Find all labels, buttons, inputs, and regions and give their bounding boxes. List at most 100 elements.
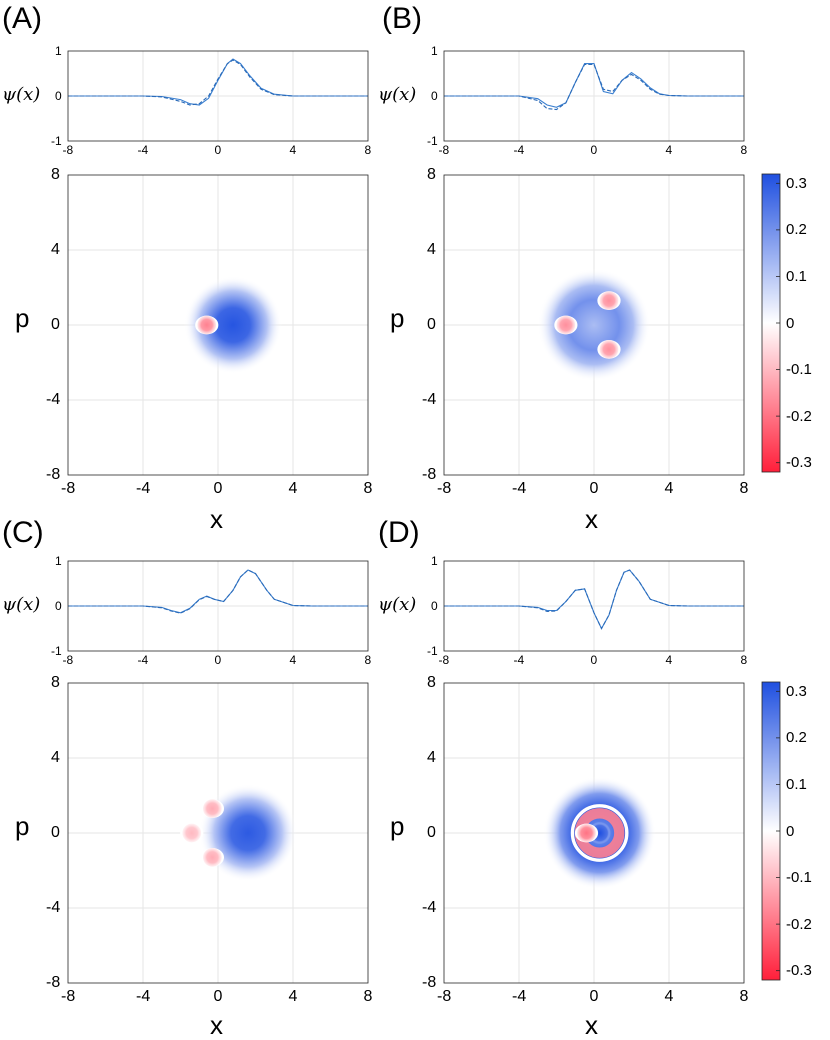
axes-box — [67, 50, 369, 142]
x-tick-label: 8 — [364, 653, 372, 667]
negative-spot — [182, 823, 202, 843]
y-tick-label: 0 — [55, 599, 62, 613]
y-tick-label: 8 — [427, 674, 436, 691]
series-line-solid — [444, 63, 744, 108]
x-tick-label: 4 — [289, 653, 297, 667]
axes-box — [67, 174, 369, 476]
wigner-ylabel-c: p — [15, 811, 30, 841]
negative-spot — [599, 340, 619, 359]
wigner-xlabel-c: x — [210, 1010, 223, 1040]
y-tick-label: 0 — [51, 316, 60, 333]
panel-label-b: (B) — [382, 2, 422, 35]
colorbar-tick-label: -0.2 — [786, 407, 812, 425]
y-tick-label: 8 — [51, 674, 60, 691]
axes-box — [67, 682, 369, 984]
wavefunction-plot-d — [443, 560, 745, 652]
wavefunction-plot-b — [443, 50, 745, 142]
x-tick-label: -4 — [513, 143, 525, 157]
x-tick-label: 4 — [288, 480, 298, 497]
positive-lobe — [184, 276, 282, 374]
x-tick-label: -4 — [136, 988, 151, 1005]
series-line-dashed — [444, 63, 744, 111]
y-tick-label: 4 — [51, 749, 60, 766]
wigner-plot-c — [67, 682, 369, 984]
x-tick-label: 0 — [589, 988, 599, 1005]
y-tick-label: -8 — [46, 974, 61, 991]
x-tick-label: -4 — [512, 988, 527, 1005]
x-tick-label: 4 — [664, 988, 674, 1005]
x-tick-label: 0 — [590, 653, 598, 667]
x-tick-label: 0 — [214, 143, 222, 157]
y-tick-label: 0 — [51, 824, 60, 841]
wigner-plot-b — [443, 174, 745, 476]
panel-label-d: (D) — [378, 516, 420, 549]
y-tick-label: -4 — [46, 899, 61, 916]
y-tick-label: 0 — [427, 316, 436, 333]
x-tick-label: -8 — [61, 988, 76, 1005]
wigner-plot-a — [67, 174, 369, 476]
negative-spot — [203, 799, 222, 818]
y-tick-label: 0 — [431, 89, 438, 103]
x-tick-label: 8 — [363, 988, 373, 1005]
axes-box — [443, 50, 745, 142]
y-tick-label: -1 — [51, 644, 62, 658]
axes-box — [67, 560, 369, 652]
wigner-xlabel-d: x — [585, 1010, 598, 1040]
y-tick-label: -1 — [427, 134, 438, 148]
wigner-plot-d — [443, 682, 745, 984]
y-tick-label: 8 — [51, 166, 60, 183]
colorbar-tick-label: -0.3 — [786, 454, 812, 472]
wavefunction-ylabel-b: ψ(x) — [378, 84, 417, 105]
positive-lobe — [199, 784, 297, 882]
wigner-ylabel-a: p — [15, 303, 30, 333]
x-tick-label: -4 — [512, 480, 527, 497]
x-tick-label: -4 — [513, 653, 525, 667]
x-tick-label: -8 — [437, 988, 452, 1005]
negative-spot — [577, 823, 596, 843]
y-tick-label: -1 — [51, 134, 62, 148]
colorbar-tick-label: 0.1 — [786, 267, 807, 285]
series-line-dashed — [444, 569, 744, 630]
negative-spot — [203, 848, 222, 867]
wigner-xlabel-b: x — [585, 504, 598, 534]
x-tick-label: -8 — [62, 143, 74, 157]
wavefunction-ylabel-a: ψ(x) — [2, 84, 41, 105]
zero-contour — [570, 804, 629, 862]
colorbar-tick-label: 0.3 — [786, 682, 807, 700]
x-tick-label: 4 — [289, 143, 297, 157]
wigner-ylabel-d: p — [390, 811, 405, 841]
y-tick-label: 0 — [55, 89, 62, 103]
y-tick-label: 0 — [431, 599, 438, 613]
x-tick-label: -8 — [437, 480, 452, 497]
y-tick-label: -4 — [46, 391, 61, 408]
x-tick-label: -8 — [438, 143, 450, 157]
axes-box — [443, 682, 745, 984]
x-tick-label: -4 — [136, 480, 151, 497]
x-tick-label: 0 — [589, 480, 599, 497]
x-tick-label: 0 — [213, 988, 223, 1005]
negative-spot — [556, 315, 576, 335]
wavefunction-ylabel-c: ψ(x) — [2, 594, 41, 615]
y-tick-label: -4 — [422, 899, 437, 916]
colorbar-tick-label: 0.2 — [786, 729, 807, 747]
x-tick-label: 0 — [214, 653, 222, 667]
y-tick-label: 4 — [51, 241, 60, 258]
x-tick-label: 8 — [740, 653, 748, 667]
y-tick-label: 1 — [431, 44, 438, 58]
colorbar-tick-label: 0.3 — [786, 174, 807, 192]
axes-box — [443, 174, 745, 476]
y-tick-label: 1 — [55, 44, 62, 58]
y-tick-label: 0 — [427, 824, 436, 841]
y-tick-label: -1 — [427, 644, 438, 658]
y-tick-label: 4 — [427, 241, 436, 258]
negative-spot — [599, 291, 619, 310]
colorbar-tick-label: 0 — [786, 314, 795, 332]
colorbar-tick-label: 0.1 — [786, 775, 807, 793]
colorbar-tick-label: -0.3 — [786, 962, 812, 980]
series-line-dashed — [68, 59, 368, 106]
y-tick-label: -8 — [422, 974, 437, 991]
wavefunction-ylabel-d: ψ(x) — [378, 594, 417, 615]
colorbar-tick-label: 0 — [786, 822, 795, 840]
y-tick-label: 4 — [427, 749, 436, 766]
y-tick-label: -8 — [46, 466, 61, 483]
